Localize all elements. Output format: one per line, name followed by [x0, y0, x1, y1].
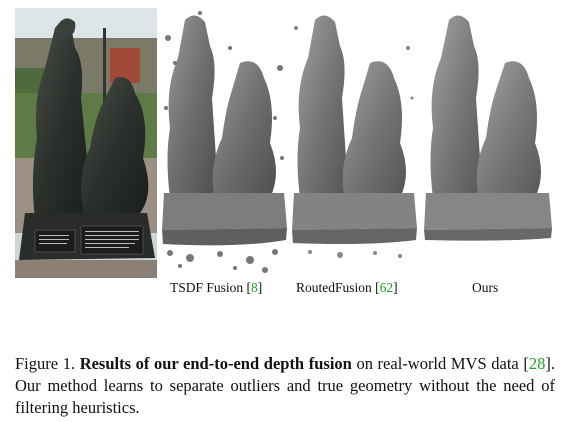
tsdf-reconstruction — [160, 8, 288, 278]
tsdf-label: TSDF Fusion [8] — [170, 280, 263, 295]
figure-caption: Figure 1. Results of our end-to-end dept… — [15, 353, 555, 417]
citation-link[interactable]: 62 — [379, 280, 394, 295]
statue-photo — [15, 8, 157, 278]
ours-label: Ours — [472, 280, 499, 295]
ours-reconstruction — [421, 8, 555, 278]
routedfusion-reconstruction — [290, 8, 418, 278]
citation-link[interactable]: 8 — [251, 280, 258, 295]
citation-link[interactable]: 28 — [528, 353, 546, 373]
routedfusion-label: RoutedFusion [62] — [296, 280, 398, 295]
figure: TSDF Fusion [8] RoutedFusion [62] Ours — [15, 8, 555, 295]
